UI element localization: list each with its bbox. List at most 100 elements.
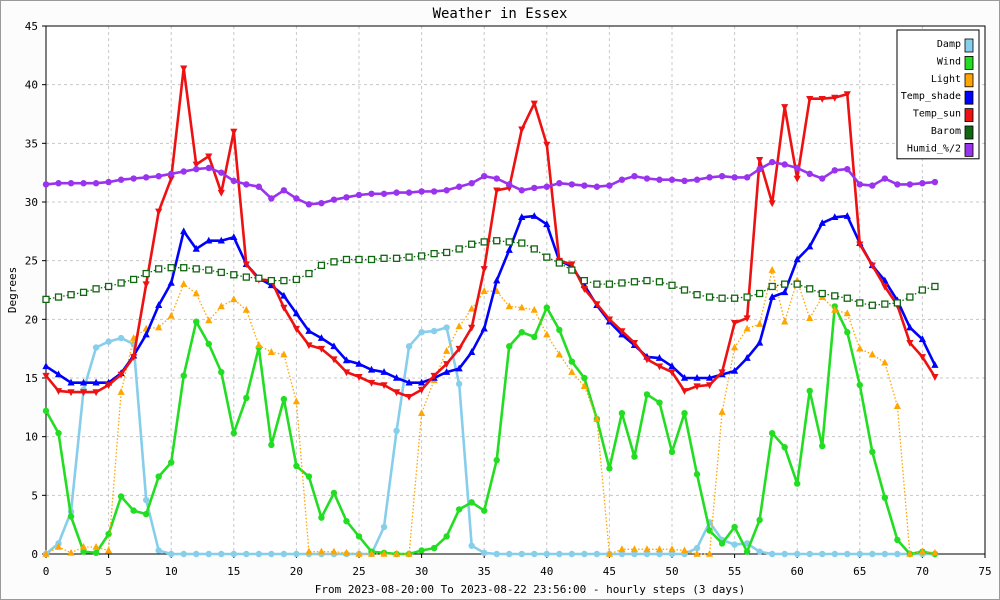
data-point-temp-shade	[705, 374, 714, 381]
data-point-barom	[255, 274, 263, 282]
data-point-humid-2	[218, 169, 225, 176]
data-point-temp-sun	[518, 126, 526, 134]
data-point-temp-sun	[668, 369, 676, 377]
y-axis-label: Degrees	[6, 267, 19, 313]
data-point-wind	[631, 453, 638, 460]
data-point-wind	[155, 473, 162, 480]
data-point-humid-2	[856, 181, 863, 188]
data-point-barom	[893, 299, 902, 307]
series-temp-sun	[42, 65, 939, 401]
x-axis-label: From 2023-08-20:00 To 2023-08-22 23:56:0…	[315, 583, 745, 596]
data-point-temp-sun	[205, 153, 213, 161]
data-point-damp	[205, 550, 212, 558]
data-point-humid-2	[418, 188, 425, 195]
data-point-temp-sun	[768, 200, 776, 208]
data-point-temp-sun	[230, 128, 238, 136]
data-point-barom	[593, 280, 601, 288]
data-point-damp	[280, 550, 288, 558]
legend-swatch-wind	[964, 56, 974, 70]
data-point-barom	[818, 289, 826, 298]
data-point-temp-sun	[405, 393, 413, 401]
data-point-temp-sun	[105, 382, 113, 390]
data-point-light	[292, 397, 300, 405]
data-point-wind	[681, 410, 688, 417]
y-tick-label: 35	[25, 137, 38, 150]
data-point-wind	[693, 471, 701, 478]
data-point-barom	[705, 293, 714, 301]
data-point-temp-sun	[430, 372, 438, 380]
data-point-humid-2	[168, 170, 175, 178]
data-point-light	[180, 280, 188, 287]
data-point-temp-sun	[630, 340, 639, 347]
data-point-temp-shade	[167, 278, 175, 286]
data-point-barom	[442, 248, 451, 257]
data-point-barom	[79, 288, 88, 296]
data-point-wind	[80, 548, 87, 555]
data-point-light	[806, 314, 814, 321]
data-point-humid-2	[155, 172, 162, 180]
data-point-temp-sun	[455, 345, 463, 353]
x-tick-label: 40	[540, 565, 553, 578]
legend-label-wind: Wind	[937, 56, 961, 67]
data-point-temp-sun	[868, 262, 876, 270]
data-point-humid-2	[869, 182, 876, 189]
data-point-light	[405, 550, 413, 557]
data-point-wind	[606, 465, 613, 472]
data-point-light	[392, 550, 401, 557]
data-point-temp-shade	[142, 330, 150, 338]
data-point-light	[518, 303, 526, 311]
data-point-wind	[218, 368, 225, 376]
data-point-temp-shade	[79, 378, 88, 386]
data-point-temp-shade	[330, 342, 338, 350]
data-point-temp-sun	[781, 104, 789, 111]
data-point-wind	[243, 394, 250, 402]
data-point-light	[743, 324, 751, 332]
data-point-humid-2	[731, 174, 738, 181]
data-point-temp-sun	[731, 320, 739, 327]
data-point-humid-2	[656, 176, 663, 183]
data-point-wind	[568, 358, 576, 365]
data-point-temp-sun	[167, 175, 175, 183]
data-point-wind	[193, 318, 200, 325]
data-point-humid-2	[556, 180, 563, 187]
data-point-damp	[593, 550, 601, 558]
data-point-wind	[293, 462, 300, 470]
data-point-barom	[142, 269, 150, 278]
data-point-barom	[730, 294, 739, 302]
legend-label-barom: Barom	[931, 126, 961, 137]
data-point-temp-shade	[781, 288, 789, 296]
data-point-humid-2	[806, 170, 813, 178]
data-point-barom	[392, 254, 401, 262]
data-point-wind	[743, 548, 751, 555]
data-point-light	[893, 402, 901, 409]
data-point-wind	[856, 381, 863, 389]
data-point-light	[530, 305, 538, 313]
data-point-humid-2	[355, 191, 363, 199]
data-point-light	[217, 302, 225, 310]
data-point-damp	[856, 550, 863, 558]
data-point-light	[480, 287, 488, 294]
data-point-wind	[355, 533, 363, 540]
data-point-barom	[42, 295, 50, 304]
data-point-wind	[819, 442, 826, 450]
data-point-humid-2	[881, 175, 889, 182]
data-point-light	[418, 409, 426, 416]
data-point-humid-2	[92, 180, 100, 187]
data-point-temp-shade	[443, 368, 451, 375]
data-point-humid-2	[180, 168, 187, 175]
data-point-temp-sun	[342, 369, 351, 377]
data-point-humid-2	[756, 165, 763, 173]
data-point-barom	[518, 239, 526, 247]
data-point-damp	[631, 550, 638, 558]
data-point-temp-sun	[718, 369, 726, 377]
data-point-light	[693, 550, 701, 557]
data-point-barom	[743, 293, 751, 301]
data-point-temp-shade	[155, 301, 163, 309]
data-point-temp-sun	[756, 156, 764, 164]
data-point-wind	[706, 527, 713, 534]
data-point-humid-2	[255, 183, 263, 190]
data-point-humid-2	[844, 165, 851, 173]
data-point-barom	[918, 286, 927, 294]
y-tick-label: 45	[25, 20, 38, 33]
data-point-light	[605, 550, 613, 557]
